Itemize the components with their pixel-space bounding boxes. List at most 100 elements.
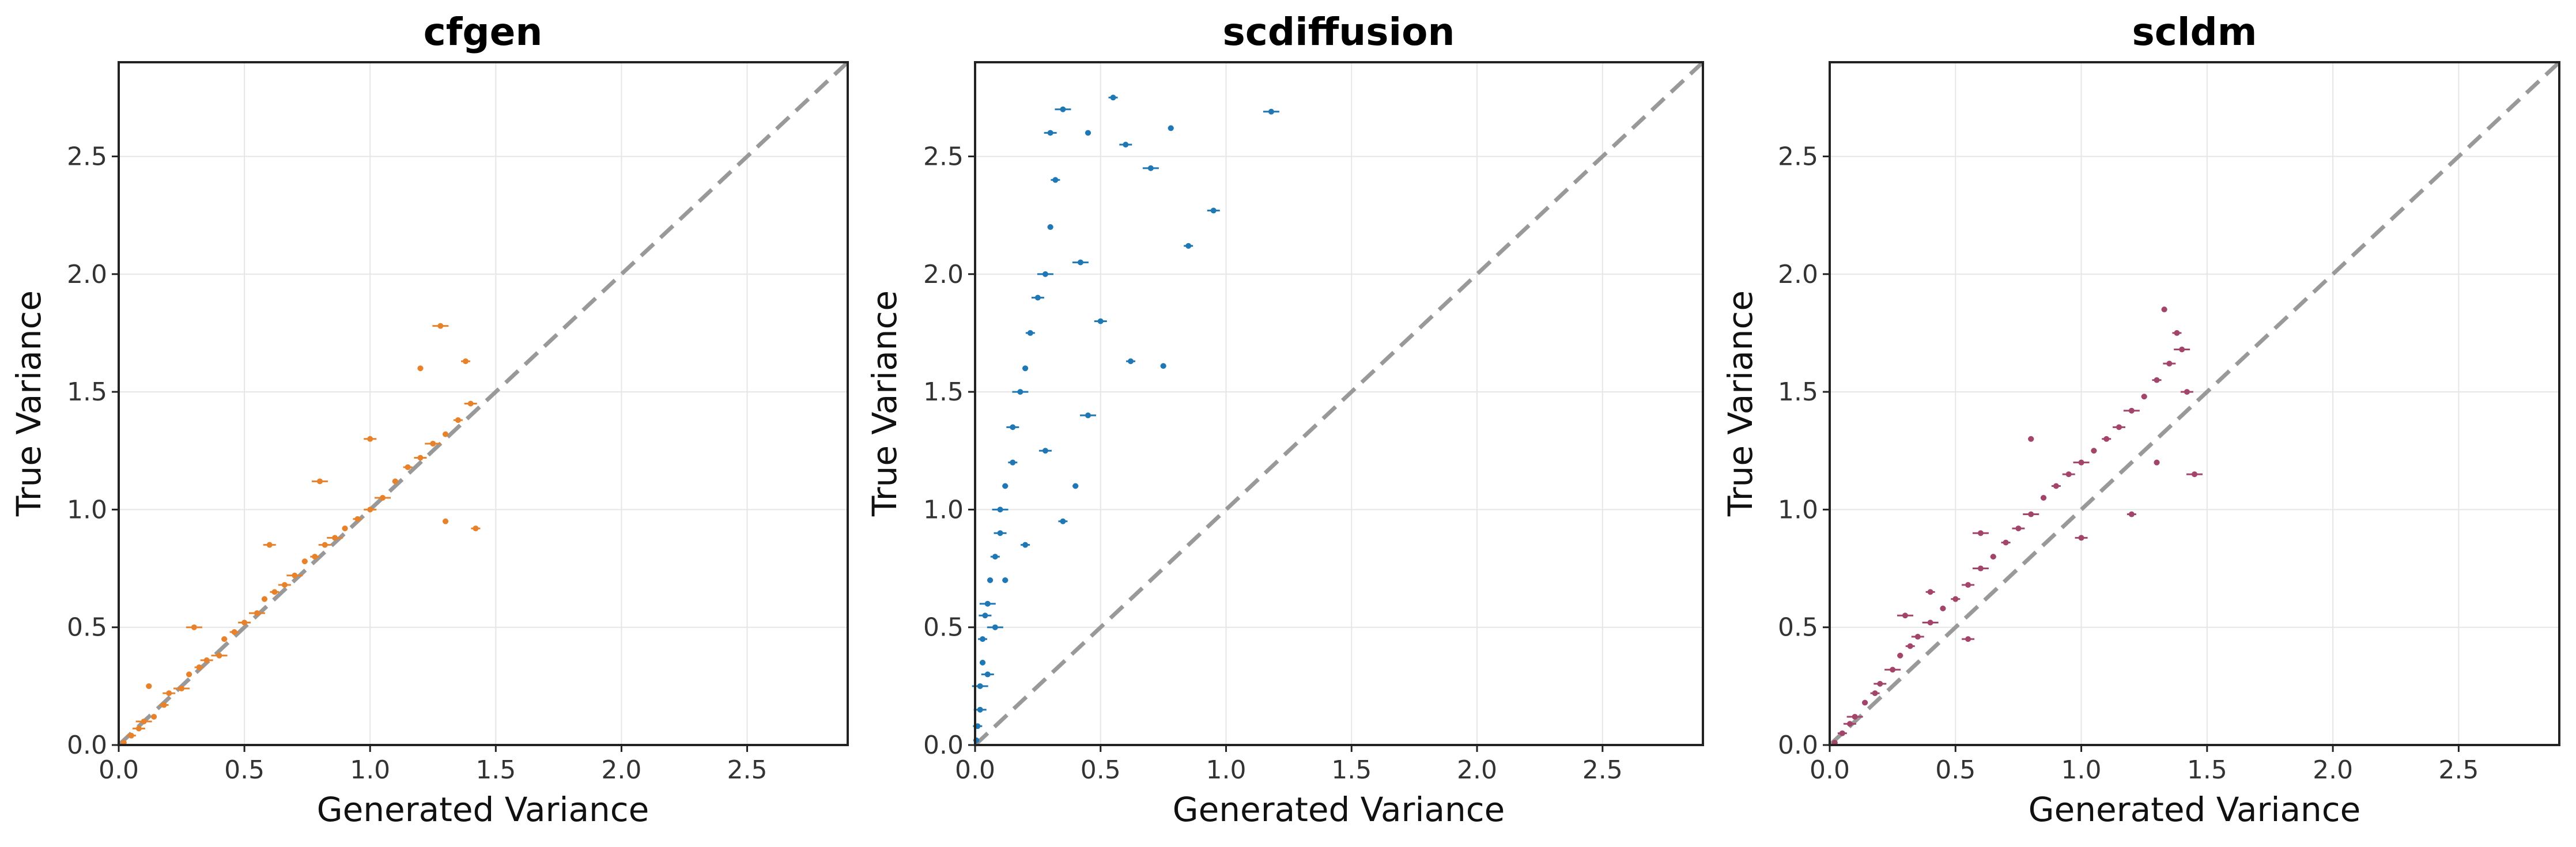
data-point bbox=[437, 323, 444, 329]
data-point bbox=[262, 596, 267, 602]
data-point bbox=[2192, 471, 2197, 478]
data-point bbox=[1034, 294, 1041, 301]
data-point bbox=[146, 683, 152, 689]
data-point bbox=[997, 530, 1003, 536]
data-point bbox=[443, 431, 449, 437]
data-point bbox=[417, 365, 424, 372]
x-tick-label: 1.0 bbox=[1206, 755, 1247, 785]
data-point bbox=[161, 702, 167, 708]
data-point bbox=[1952, 596, 1959, 602]
data-point bbox=[1060, 106, 1066, 112]
data-point bbox=[1010, 424, 1016, 430]
x-tick-label: 1.0 bbox=[2061, 755, 2102, 785]
data-point bbox=[191, 624, 197, 630]
data-point bbox=[2015, 525, 2022, 532]
data-point bbox=[1890, 667, 1896, 673]
data-point bbox=[1965, 582, 1971, 588]
data-point bbox=[166, 690, 172, 697]
data-point bbox=[1965, 636, 1971, 642]
data-point bbox=[1147, 165, 1154, 171]
x-axis-label: Generated Variance bbox=[317, 790, 649, 829]
x-tick-label: 1.5 bbox=[1331, 755, 1372, 785]
identity-line bbox=[973, 60, 1705, 747]
data-point bbox=[151, 713, 157, 720]
identity-line bbox=[1828, 60, 2561, 747]
data-point bbox=[987, 577, 994, 583]
data-point bbox=[1168, 125, 1174, 131]
data-point bbox=[1010, 459, 1016, 466]
data-point bbox=[1914, 634, 1921, 640]
data-point bbox=[1872, 690, 1878, 697]
data-point bbox=[1042, 271, 1048, 277]
panel-scdiffusion: scdiffusion 0.0 0.5 1.0 1.5 2.0 2.5 0.0 0.5 1.0 1… bbox=[865, 10, 1705, 829]
data-point bbox=[316, 478, 323, 485]
data-point bbox=[1877, 680, 1883, 687]
y-tick-label: 0.5 bbox=[67, 613, 107, 642]
y-tick-label: 1.5 bbox=[67, 377, 107, 407]
data-point bbox=[2166, 361, 2173, 367]
data-point bbox=[1072, 483, 1079, 489]
data-point bbox=[128, 732, 134, 739]
identity-line bbox=[117, 60, 849, 747]
x-tick-label: 0.5 bbox=[1935, 755, 1976, 785]
panel-title: cfgen bbox=[424, 10, 543, 54]
data-point bbox=[322, 542, 328, 548]
data-point bbox=[473, 525, 479, 532]
data-point bbox=[1060, 518, 1066, 524]
x-tick-label: 0.0 bbox=[1810, 755, 1850, 785]
data-point bbox=[2141, 394, 2147, 400]
data-point bbox=[1990, 554, 1996, 560]
data-point bbox=[380, 494, 386, 501]
y-axis-label: True Variance bbox=[9, 290, 48, 517]
data-point bbox=[984, 600, 991, 607]
data-point bbox=[2041, 494, 2047, 501]
panel-cfgen: cfgen 0.0 0.5 1.0 1.5 2.0 2.5 0.0 0.5 1.0 1.5 2.0 2… bbox=[9, 10, 849, 829]
y-tick-label: 1.0 bbox=[923, 495, 964, 524]
data-point bbox=[271, 589, 278, 595]
data-point bbox=[984, 671, 991, 678]
data-point bbox=[462, 358, 469, 364]
data-point bbox=[2128, 407, 2135, 414]
data-point bbox=[405, 464, 411, 470]
data-point bbox=[135, 725, 142, 732]
data-point bbox=[141, 719, 147, 725]
y-tick-label: 1.0 bbox=[67, 495, 107, 524]
x-axis-label: Generated Variance bbox=[2029, 790, 2361, 829]
y-tick-label: 2.5 bbox=[1778, 142, 1818, 171]
y-tick-label: 1.0 bbox=[1778, 495, 1818, 524]
data-point bbox=[301, 558, 308, 565]
data-point bbox=[241, 619, 248, 626]
data-point bbox=[992, 554, 998, 560]
data-point bbox=[1085, 130, 1091, 136]
data-point bbox=[1002, 483, 1009, 489]
data-point bbox=[221, 636, 228, 642]
data-point bbox=[417, 455, 424, 461]
x-tick-label: 2.0 bbox=[1457, 755, 1497, 785]
data-point bbox=[1927, 619, 1933, 626]
y-tick-label: 2.0 bbox=[67, 260, 107, 289]
data-point bbox=[2078, 459, 2084, 466]
gridlines bbox=[118, 62, 848, 746]
data-point bbox=[1852, 713, 1858, 720]
panel-title: scdiffusion bbox=[1223, 10, 1455, 54]
data-point bbox=[231, 629, 237, 635]
data-point bbox=[1017, 389, 1023, 395]
x-tick-label: 0.0 bbox=[99, 755, 139, 785]
data-point bbox=[203, 657, 210, 663]
y-tick-label: 1.5 bbox=[923, 377, 964, 407]
data-point bbox=[1185, 243, 1192, 249]
data-point bbox=[1839, 730, 1845, 736]
data-points bbox=[1831, 307, 2203, 746]
data-point bbox=[443, 518, 449, 524]
data-point bbox=[430, 440, 436, 447]
x-tick-label: 2.5 bbox=[2438, 755, 2479, 785]
data-point bbox=[2065, 471, 2072, 478]
data-point bbox=[1210, 207, 1217, 214]
data-point bbox=[982, 612, 988, 619]
data-point bbox=[1077, 259, 1083, 266]
data-point bbox=[977, 706, 983, 713]
data-point bbox=[196, 664, 202, 671]
y-tick-label: 0.0 bbox=[923, 731, 964, 760]
y-tick-label: 2.5 bbox=[923, 142, 964, 171]
